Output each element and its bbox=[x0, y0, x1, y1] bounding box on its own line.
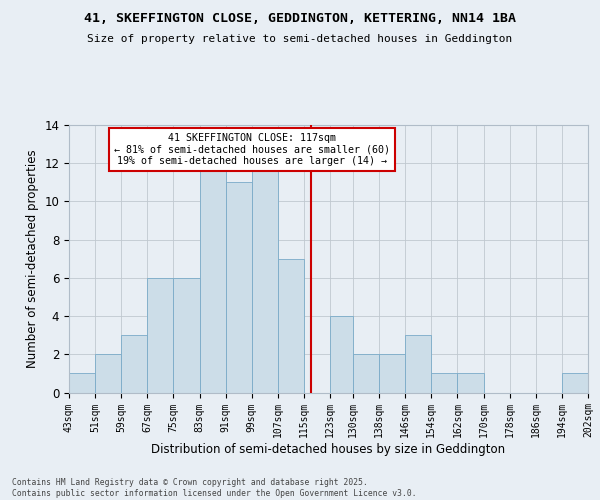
Bar bbox=[148, 278, 173, 392]
Bar bbox=[278, 259, 304, 392]
Bar bbox=[121, 335, 148, 392]
Bar bbox=[431, 374, 457, 392]
Bar bbox=[95, 354, 121, 393]
Bar bbox=[200, 163, 226, 392]
Text: Contains HM Land Registry data © Crown copyright and database right 2025.
Contai: Contains HM Land Registry data © Crown c… bbox=[12, 478, 416, 498]
Bar bbox=[562, 374, 588, 392]
Bar bbox=[330, 316, 353, 392]
Text: 41, SKEFFINGTON CLOSE, GEDDINGTON, KETTERING, NN14 1BA: 41, SKEFFINGTON CLOSE, GEDDINGTON, KETTE… bbox=[84, 12, 516, 26]
Bar bbox=[69, 374, 95, 392]
Bar bbox=[457, 374, 484, 392]
Bar bbox=[226, 182, 252, 392]
Bar bbox=[379, 354, 405, 393]
Text: 41 SKEFFINGTON CLOSE: 117sqm
← 81% of semi-detached houses are smaller (60)
19% : 41 SKEFFINGTON CLOSE: 117sqm ← 81% of se… bbox=[114, 132, 390, 166]
Bar bbox=[173, 278, 200, 392]
Bar bbox=[252, 163, 278, 392]
Text: Size of property relative to semi-detached houses in Geddington: Size of property relative to semi-detach… bbox=[88, 34, 512, 43]
Bar bbox=[353, 354, 379, 393]
Bar bbox=[405, 335, 431, 392]
Y-axis label: Number of semi-detached properties: Number of semi-detached properties bbox=[26, 150, 39, 368]
X-axis label: Distribution of semi-detached houses by size in Geddington: Distribution of semi-detached houses by … bbox=[151, 443, 506, 456]
